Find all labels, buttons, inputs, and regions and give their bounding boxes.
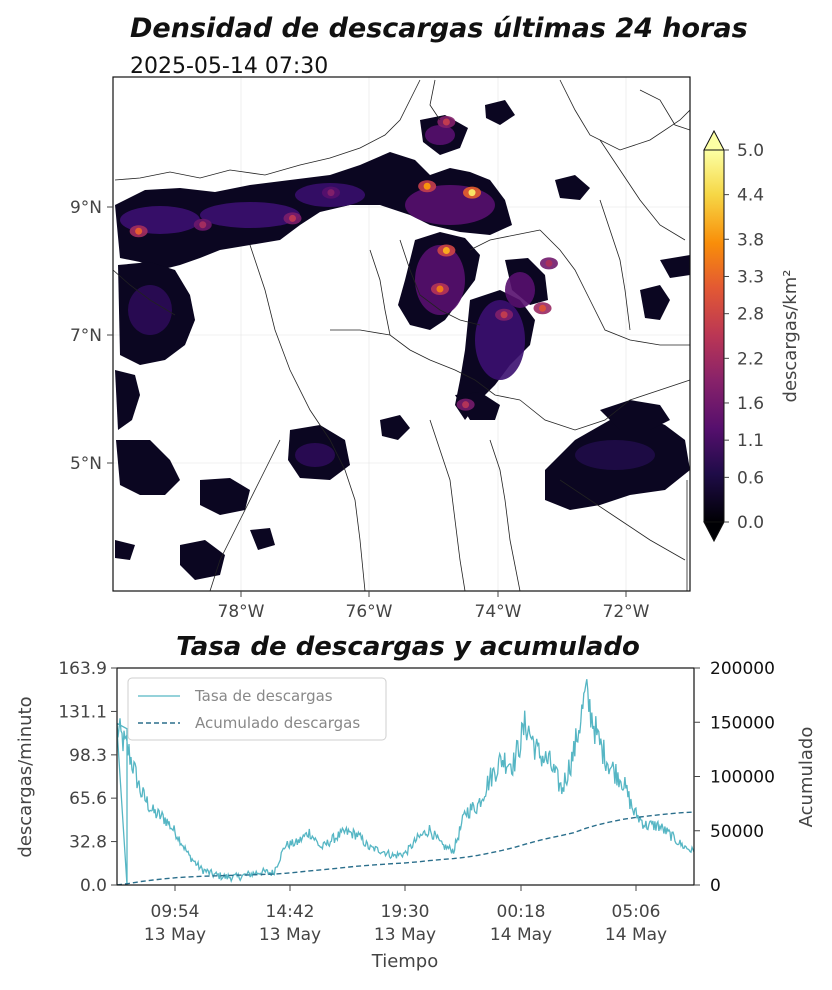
map-y-tick: 9°N: [70, 198, 102, 218]
map-borders: [113, 79, 690, 591]
colorbar-tick-label: 0.0: [737, 513, 764, 533]
y-left-tick-label: 131.1: [58, 702, 107, 722]
colorbar-tick-label: 1.6: [737, 394, 764, 414]
x-tick-time: 00:18: [497, 902, 546, 922]
density-hotspot: [462, 401, 470, 409]
colorbar-tick-label: 0.6: [737, 468, 764, 488]
rate-series-line: [117, 679, 694, 885]
legend-label-cumulative: Acumulado descargas: [195, 714, 360, 732]
colorbar-tick-label: 2.8: [737, 305, 764, 325]
legend: Tasa de descargas Acumulado descargas: [127, 677, 387, 741]
y-right-tick-label: 150000: [710, 713, 775, 733]
density-hotspot: [327, 189, 335, 197]
density-hotspot: [500, 311, 508, 319]
map-subtitle: 2025-05-14 07:30: [130, 54, 328, 79]
x-tick-time: 09:54: [151, 902, 200, 922]
map-x-tick: 78°W: [218, 602, 265, 622]
map-x-tick: 74°W: [475, 602, 522, 622]
rate-x-label: Tiempo: [371, 951, 439, 972]
x-tick-date: 13 May: [259, 925, 321, 945]
map-y-tick: 7°N: [70, 326, 102, 346]
x-tick-time: 14:42: [266, 902, 315, 922]
cumulative-series-line: [117, 811, 694, 885]
density-hotspot: [289, 214, 297, 222]
density-hotspot: [468, 189, 476, 197]
map-title: Densidad de descargas últimas 24 horas: [130, 13, 748, 44]
x-tick-date: 14 May: [605, 925, 667, 945]
rate-x-ticks: 09:54 13 May 14:42 13 May 19:30 13 May 0…: [144, 885, 667, 945]
colorbar-tick-label: 4.4: [737, 186, 764, 206]
rate-y-left-label: descargas/minuto: [15, 696, 36, 857]
density-hotspot: [423, 182, 431, 190]
y-left-tick-label: 65.6: [69, 789, 107, 809]
density-hotspot: [539, 304, 547, 312]
y-right-tick-label: 100000: [710, 768, 775, 788]
colorbar-extend-min: [703, 521, 725, 543]
y-left-tick-label: 32.8: [69, 833, 107, 853]
x-tick-date: 13 May: [374, 925, 436, 945]
y-left-tick-label: 0.0: [80, 876, 107, 896]
colorbar-gradient: [703, 149, 725, 523]
map-x-tick: 72°W: [603, 602, 650, 622]
y-left-tick-label: 163.9: [58, 659, 107, 679]
colorbar-tick-label: 3.8: [737, 230, 764, 250]
legend-box: [127, 677, 387, 741]
density-hotspot: [199, 221, 207, 229]
x-tick-time: 05:06: [612, 902, 661, 922]
map-x-ticks: 78°W 76°W 74°W 72°W: [218, 591, 650, 622]
y-left-tick-label: 98.3: [69, 746, 107, 766]
colorbar: 0.0 0.6 1.1 1.6 2.2 2.8 3.3 3.8 4.4 5.0 descargas…: [703, 129, 801, 543]
rate-title: Tasa de descargas y acumulado: [176, 632, 640, 662]
hotspot-marks: [129, 115, 558, 411]
colorbar-ticks: 0.0 0.6 1.1 1.6 2.2 2.8 3.3 3.8 4.4 5.0: [724, 141, 764, 533]
map-y-tick: 5°N: [70, 454, 102, 474]
density-hotspot: [135, 227, 143, 235]
density-hotspot: [442, 246, 450, 254]
colorbar-tick-label: 5.0: [737, 141, 764, 161]
x-tick-date: 14 May: [490, 925, 552, 945]
map-frame: [112, 76, 691, 592]
map-y-ticks: 9°N 7°N 5°N: [70, 198, 113, 474]
rate-y-right-ticks: 0 50000 100000 150000 200000: [694, 659, 775, 896]
rate-y-right-label: Acumulado: [796, 727, 817, 828]
x-tick-date: 13 May: [144, 925, 206, 945]
y-right-tick-label: 50000: [710, 822, 764, 842]
colorbar-tick-label: 3.3: [737, 267, 764, 287]
y-right-tick-label: 0: [710, 876, 721, 896]
map-area: [113, 77, 690, 591]
density-hotspot: [442, 118, 450, 126]
y-right-tick-label: 200000: [710, 659, 775, 679]
colorbar-tick-label: 2.2: [737, 349, 764, 369]
density-hotspot: [545, 259, 553, 267]
x-tick-time: 19:30: [381, 902, 430, 922]
colorbar-tick-label: 1.1: [737, 431, 764, 451]
density-hotspot: [436, 285, 444, 293]
colorbar-label: descargas/km²: [780, 270, 801, 403]
map-x-tick: 76°W: [346, 602, 393, 622]
rate-y-left-ticks: 0.0 32.8 65.6 98.3 131.1 163.9: [58, 659, 117, 896]
legend-label-rate: Tasa de descargas: [194, 687, 333, 705]
colorbar-extend-max: [703, 129, 725, 151]
